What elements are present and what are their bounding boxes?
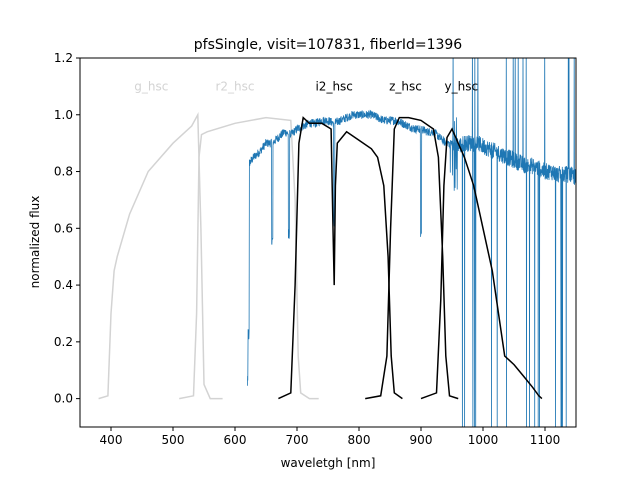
x-tick-label: 400 [100,433,123,447]
filter-label-i2_hsc: i2_hsc [315,79,352,93]
y-tick-label: 1.0 [54,108,73,122]
filter-label-r2_hsc: r2_hsc [215,79,254,93]
filter-curve-y_hsc [420,127,543,400]
y-tick-label: 0.2 [54,335,73,349]
filter-label-y_hsc: y_hsc [445,79,479,93]
y-tick-label: 0.4 [54,278,73,292]
filter-curve-z_hsc [365,116,459,400]
axes-frame [79,57,577,428]
filter-curve-i2_hsc [278,116,403,400]
y-tick-label: 1.2 [54,51,73,65]
filter-label-z_hsc: z_hsc [389,79,422,93]
y-axis-label: normalized flux [28,196,42,289]
filter-curve-r2_hsc [179,116,319,400]
x-tick-label: 1000 [468,433,499,447]
filter-label-g_hsc: g_hsc [134,79,168,93]
axes: 400 500 600 700 800 900 1000 1100 0.0 0.2 0.4 0.6 0.… [54,51,577,447]
spectrum-line [247,58,576,427]
chart-title: pfsSingle, visit=107831, fiberId=1396 [194,37,463,53]
y-tick-label: 0.0 [54,392,73,406]
x-tick-label: 900 [410,433,433,447]
x-tick-label: 500 [162,433,185,447]
plot-area: g_hsc r2_hsc i2_hsc z_hsc y_hsc [98,58,576,427]
y-tick-label: 0.6 [54,221,73,235]
filter-curve-g_hsc [98,112,223,400]
series-group [98,58,576,427]
y-tick-label: 0.8 [54,165,73,179]
x-tick-label: 800 [348,433,371,447]
x-tick-label: 1100 [530,433,561,447]
x-tick-label: 600 [224,433,247,447]
x-tick-label: 700 [286,433,309,447]
x-axis-label: waveletgh [nm] [281,456,376,470]
